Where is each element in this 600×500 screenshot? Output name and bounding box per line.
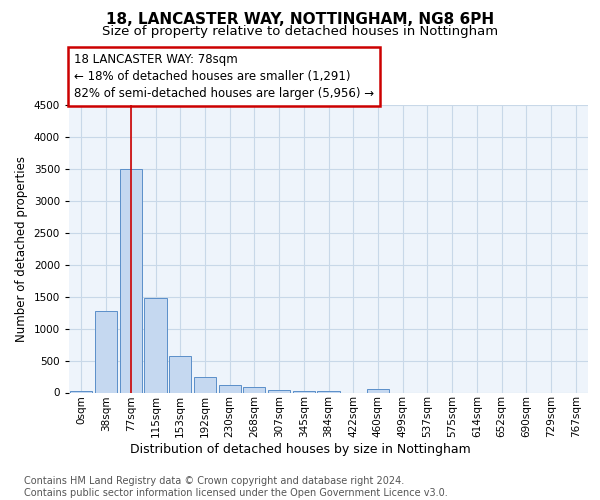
- Bar: [293, 391, 315, 392]
- Bar: [70, 390, 92, 392]
- Bar: [145, 298, 167, 392]
- Text: Distribution of detached houses by size in Nottingham: Distribution of detached houses by size …: [130, 442, 470, 456]
- Bar: [367, 390, 389, 392]
- Bar: [268, 390, 290, 392]
- Text: 18, LANCASTER WAY, NOTTINGHAM, NG8 6PH: 18, LANCASTER WAY, NOTTINGHAM, NG8 6PH: [106, 12, 494, 28]
- Bar: [119, 169, 142, 392]
- Bar: [218, 385, 241, 392]
- Text: Contains HM Land Registry data © Crown copyright and database right 2024.
Contai: Contains HM Land Registry data © Crown c…: [24, 476, 448, 498]
- Bar: [194, 376, 216, 392]
- Y-axis label: Number of detached properties: Number of detached properties: [15, 156, 28, 342]
- Text: 18 LANCASTER WAY: 78sqm
← 18% of detached houses are smaller (1,291)
82% of semi: 18 LANCASTER WAY: 78sqm ← 18% of detache…: [74, 54, 374, 100]
- Text: Size of property relative to detached houses in Nottingham: Size of property relative to detached ho…: [102, 25, 498, 38]
- Bar: [243, 388, 265, 392]
- Bar: [95, 310, 117, 392]
- Bar: [317, 390, 340, 392]
- Bar: [169, 356, 191, 393]
